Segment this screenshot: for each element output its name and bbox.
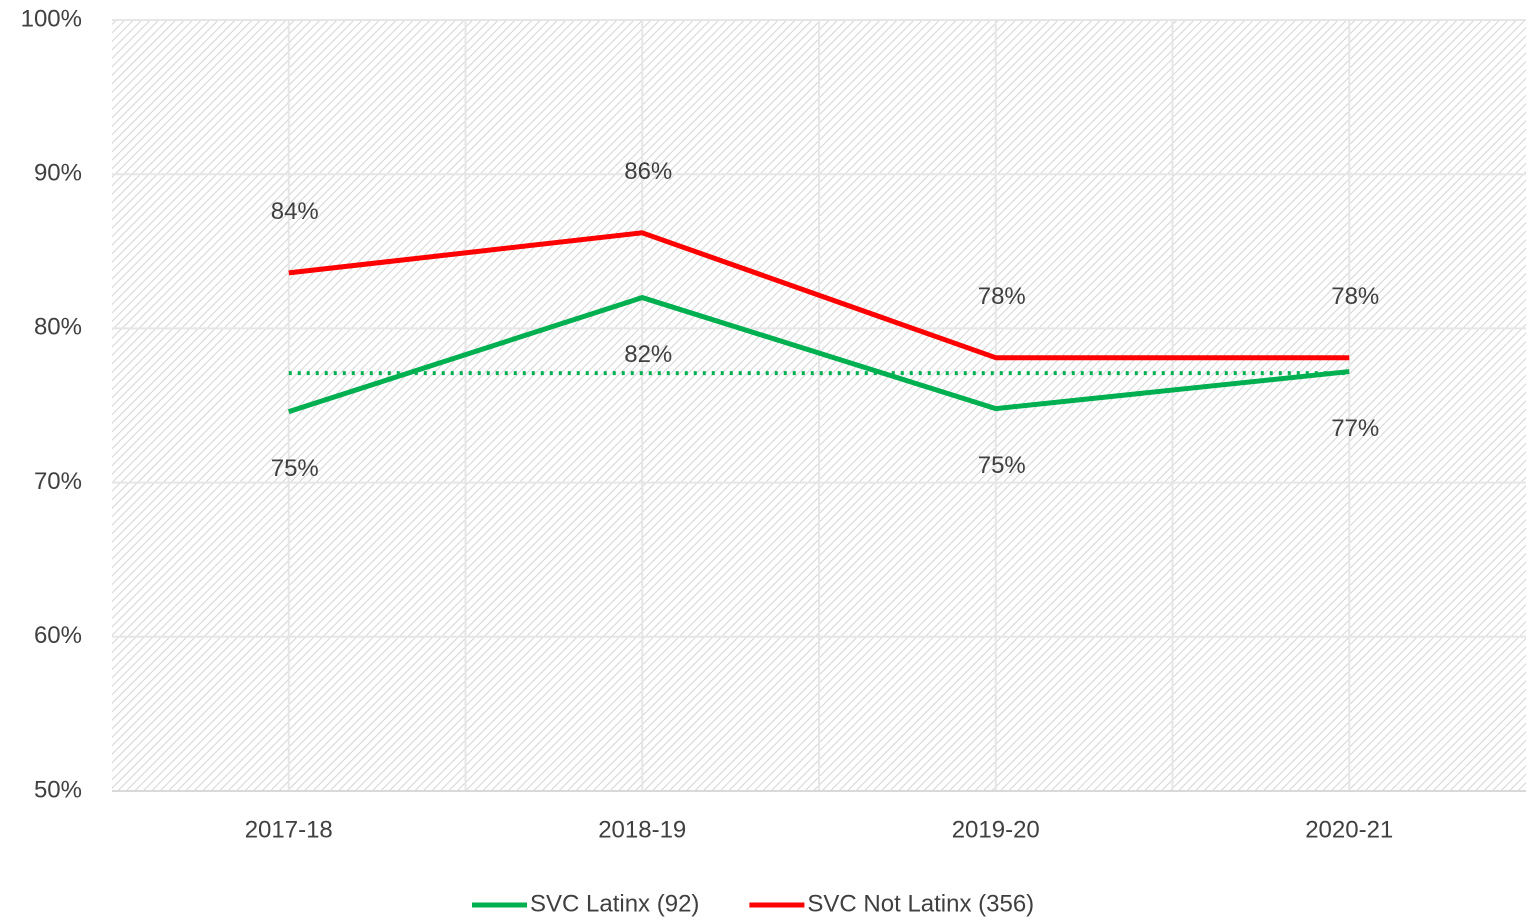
y-tick-label: 90% bbox=[34, 160, 82, 187]
x-tick-label: 2018-19 bbox=[598, 816, 686, 843]
x-tick-label: 2020-21 bbox=[1305, 816, 1393, 843]
data-label: 75% bbox=[271, 455, 319, 482]
y-tick-label: 100% bbox=[21, 5, 82, 32]
y-tick-label: 70% bbox=[34, 468, 82, 495]
data-label: 78% bbox=[978, 283, 1026, 310]
x-tick-label: 2017-18 bbox=[245, 816, 333, 843]
series-line bbox=[288, 230, 1350, 361]
y-tick-label: 80% bbox=[34, 314, 82, 341]
data-label: 78% bbox=[1331, 283, 1379, 310]
data-label: 86% bbox=[624, 158, 672, 185]
y-tick-label: 50% bbox=[34, 776, 82, 803]
data-label: 84% bbox=[271, 198, 319, 225]
data-label: 75% bbox=[978, 452, 1026, 479]
data-label: 82% bbox=[624, 341, 672, 368]
data-label: 77% bbox=[1331, 415, 1379, 442]
y-tick-label: 60% bbox=[34, 622, 82, 649]
series-line bbox=[287, 295, 1350, 415]
legend-label: SVC Not Latinx (356) bbox=[807, 890, 1034, 917]
legend-label: SVC Latinx (92) bbox=[530, 890, 699, 917]
x-tick-label: 2019-20 bbox=[952, 816, 1040, 843]
